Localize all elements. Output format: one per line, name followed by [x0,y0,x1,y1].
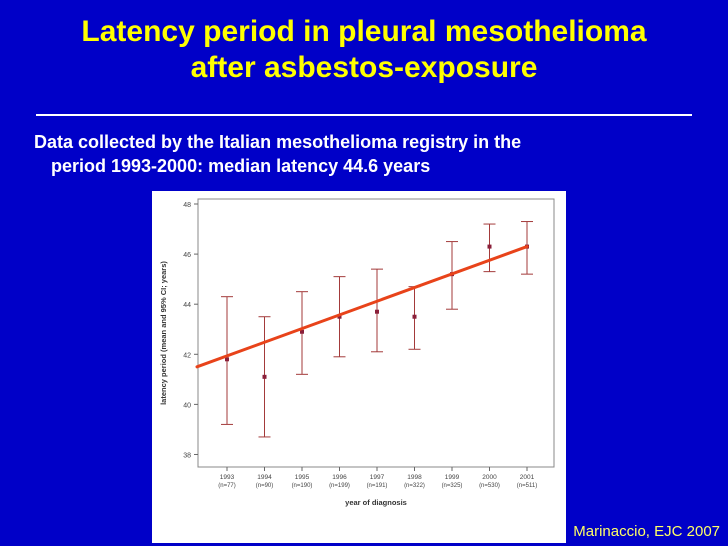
mean-point [262,374,267,379]
citation: Marinaccio, EJC 2007 [573,523,720,540]
mean-point [375,309,379,314]
x-tick-note: (n=322) [404,483,425,489]
x-tick-label: 1996 [332,474,347,481]
latency-chart: 38 40 42 44 46 48 latency period (mean and 95%… [159,198,555,507]
y-tick-label: 42 [183,352,191,359]
x-tick-note: (n=90) [256,483,274,489]
subtitle-line-1: Data collected by the Italian mesothelio… [34,132,522,152]
x-tick-note: (n=530) [479,483,500,489]
slide-title: Latency period in pleural mesothelioma a… [0,14,728,86]
x-tick-note: (n=190) [292,483,313,489]
x-tick-note: (n=199) [329,483,350,489]
x-tick-label: 1993 [220,474,235,481]
mean-point [225,357,229,362]
title-line-1: Latency period in pleural mesothelioma [81,15,647,48]
x-tick-note: (n=191) [367,483,388,489]
y-tick-label: 48 [183,202,191,209]
subtitle-line-2: period 1993-2000: median latency 44.6 ye… [51,156,431,176]
x-tick-label: 1998 [407,474,422,481]
x-tick-note: (n=325) [442,483,463,489]
x-tick-note: (n=511) [517,483,537,489]
plot-frame [197,198,555,468]
x-tick-note: (n=77) [218,483,236,489]
mean-point [300,329,304,334]
y-axis-label: latency period (mean and 95% CI; years) [159,261,168,405]
x-tick-label: 1999 [445,474,460,481]
y-tick-label: 40 [183,402,191,409]
mean-point [337,314,342,319]
y-tick-label: 46 [183,252,191,259]
trend-line [195,245,529,369]
chart-figure: 38 40 42 44 46 48 latency period (mean and 95%… [152,191,566,543]
title-line-2: after asbestos-exposure [190,51,538,84]
y-tick-label: 38 [183,452,191,459]
x-tick-label: 1994 [257,474,272,481]
x-tick-label: 2000 [482,474,497,481]
x-axis-label: year of diagnosis [345,498,407,507]
title-divider [36,114,692,116]
x-tick-label: 1997 [370,474,385,481]
mean-point [412,314,417,319]
mean-point [487,244,492,249]
slide-subtitle: Data collected by the Italian mesothelio… [34,130,714,178]
y-tick-label: 44 [183,302,191,309]
x-tick-label: 2001 [520,474,535,481]
x-tick-label: 1995 [295,474,310,481]
